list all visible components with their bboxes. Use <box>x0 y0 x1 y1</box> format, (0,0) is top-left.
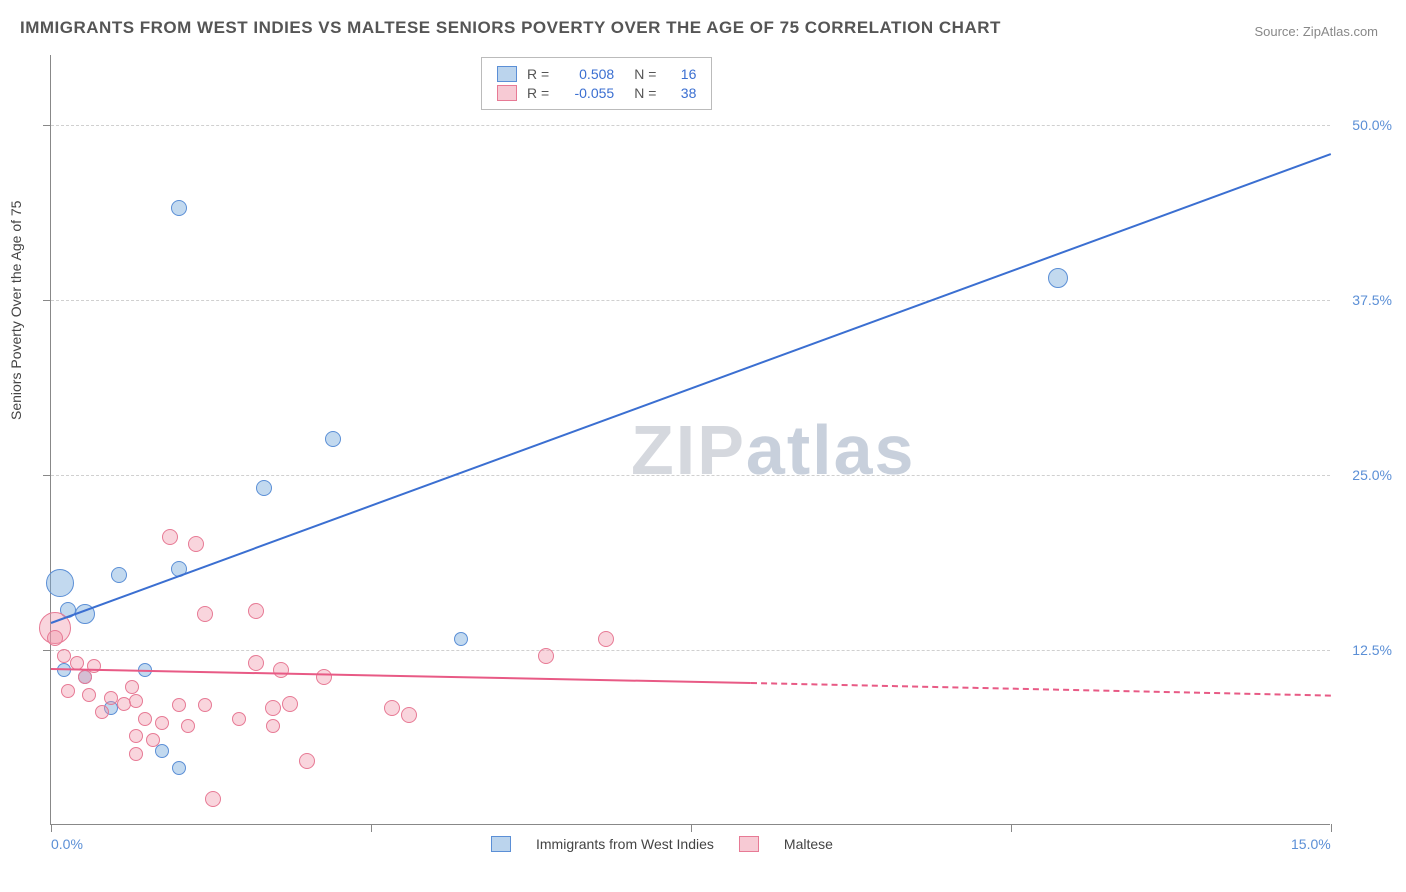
scatter-point <box>248 655 264 671</box>
scatter-point <box>181 719 195 733</box>
scatter-point <box>198 698 212 712</box>
r-label: R = <box>527 66 549 82</box>
n-value-pink: 38 <box>666 85 696 101</box>
r-label: R = <box>527 85 549 101</box>
scatter-point <box>125 680 139 694</box>
swatch-pink-icon <box>497 85 517 101</box>
series-legend: Immigrants from West Indies Maltese <box>491 836 833 852</box>
y-tick <box>43 300 51 301</box>
y-tick <box>43 475 51 476</box>
scatter-point <box>129 694 143 708</box>
n-label: N = <box>634 85 656 101</box>
scatter-point <box>325 431 341 447</box>
plot-area: ZIPatlas R = 0.508 N = 16 R = -0.055 N =… <box>50 55 1330 825</box>
x-tick <box>1331 824 1332 832</box>
r-value-pink: -0.055 <box>559 85 614 101</box>
watermark-text-b: atlas <box>746 411 916 489</box>
scatter-point <box>232 712 246 726</box>
swatch-blue-icon <box>497 66 517 82</box>
x-tick <box>691 824 692 832</box>
y-axis-label: Seniors Poverty Over the Age of 75 <box>8 201 24 420</box>
scatter-point <box>256 480 272 496</box>
x-tick-label: 0.0% <box>51 836 83 852</box>
scatter-point <box>197 606 213 622</box>
gridline <box>51 650 1330 651</box>
chart-title: IMMIGRANTS FROM WEST INDIES VS MALTESE S… <box>20 18 1001 38</box>
swatch-pink-icon <box>739 836 759 852</box>
r-value-blue: 0.508 <box>559 66 614 82</box>
scatter-point <box>47 630 63 646</box>
gridline <box>51 125 1330 126</box>
scatter-point <box>266 719 280 733</box>
legend-row-pink: R = -0.055 N = 38 <box>497 85 696 101</box>
x-tick <box>51 824 52 832</box>
gridline <box>51 475 1330 476</box>
scatter-point <box>82 688 96 702</box>
scatter-point <box>129 747 143 761</box>
scatter-point <box>155 716 169 730</box>
scatter-point <box>299 753 315 769</box>
x-tick <box>371 824 372 832</box>
scatter-point <box>111 567 127 583</box>
swatch-blue-icon <box>491 836 511 852</box>
scatter-point <box>384 700 400 716</box>
scatter-point <box>172 698 186 712</box>
scatter-point <box>538 648 554 664</box>
scatter-point <box>46 569 74 597</box>
x-tick-label: 15.0% <box>1291 836 1331 852</box>
scatter-point <box>316 669 332 685</box>
gridline <box>51 300 1330 301</box>
scatter-point <box>248 603 264 619</box>
scatter-point <box>205 791 221 807</box>
scatter-point <box>1048 268 1068 288</box>
correlation-legend: R = 0.508 N = 16 R = -0.055 N = 38 <box>481 57 712 110</box>
scatter-point <box>598 631 614 647</box>
legend-label-pink: Maltese <box>784 836 833 852</box>
n-value-blue: 16 <box>666 66 696 82</box>
trend-line <box>51 668 751 684</box>
x-tick <box>1011 824 1012 832</box>
scatter-point <box>138 712 152 726</box>
y-tick <box>43 650 51 651</box>
scatter-point <box>95 705 109 719</box>
scatter-point <box>129 729 143 743</box>
watermark-text-a: ZIP <box>631 411 746 489</box>
scatter-point <box>61 684 75 698</box>
scatter-point <box>265 700 281 716</box>
scatter-point <box>155 744 169 758</box>
scatter-point <box>273 662 289 678</box>
watermark: ZIPatlas <box>631 410 915 490</box>
y-tick-label: 12.5% <box>1352 642 1392 658</box>
scatter-point <box>146 733 160 747</box>
scatter-point <box>172 761 186 775</box>
y-tick-label: 25.0% <box>1352 467 1392 483</box>
scatter-point <box>401 707 417 723</box>
legend-label-blue: Immigrants from West Indies <box>536 836 714 852</box>
scatter-point <box>78 670 92 684</box>
trend-line <box>751 682 1331 697</box>
scatter-point <box>454 632 468 646</box>
trend-line <box>51 153 1332 624</box>
source-label: Source: ZipAtlas.com <box>1254 24 1378 39</box>
y-tick <box>43 125 51 126</box>
scatter-point <box>171 200 187 216</box>
scatter-point <box>188 536 204 552</box>
n-label: N = <box>634 66 656 82</box>
y-tick-label: 50.0% <box>1352 117 1392 133</box>
y-tick-label: 37.5% <box>1352 292 1392 308</box>
scatter-point <box>162 529 178 545</box>
scatter-point <box>282 696 298 712</box>
legend-row-blue: R = 0.508 N = 16 <box>497 66 696 82</box>
